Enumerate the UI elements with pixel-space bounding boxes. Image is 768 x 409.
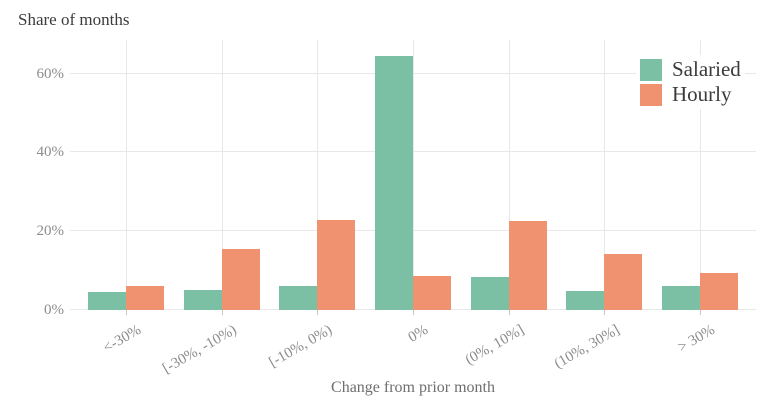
x-tick-label: 0% (405, 322, 431, 346)
x-tick-mark (125, 310, 127, 315)
x-tick-mark (412, 310, 414, 315)
x-tick-label: > 30% (675, 322, 719, 356)
category-band (557, 40, 653, 315)
bar-salaried-5 (566, 291, 605, 310)
bar-salaried-2 (279, 286, 318, 310)
gridline-vertical (317, 40, 319, 310)
bar-hourly-6 (700, 272, 739, 310)
category-band (365, 40, 461, 315)
category-band (269, 40, 365, 315)
category-band (78, 40, 174, 315)
x-tick-label: [-10%, 0%) (266, 322, 336, 371)
y-tick-label: 40% (36, 144, 65, 161)
legend-label-hourly: Hourly (672, 82, 732, 106)
legend-swatch-hourly (640, 83, 662, 106)
gridline-vertical (412, 40, 414, 310)
bar-salaried-1 (183, 290, 222, 310)
x-tick-mark (317, 310, 319, 315)
x-tick-label: (0%, 10%] (462, 322, 527, 369)
category-band (652, 40, 748, 315)
gridline-vertical (508, 40, 510, 310)
bar-hourly-3 (412, 275, 451, 310)
y-tick-label: 0% (44, 302, 64, 318)
bar-hourly-5 (604, 253, 643, 310)
legend-swatch-salaried (640, 58, 662, 81)
category-band (174, 40, 270, 315)
x-tick-mark (508, 310, 510, 315)
bar-salaried-4 (470, 276, 509, 310)
gridline-vertical (700, 40, 702, 310)
bar-hourly-4 (508, 220, 547, 310)
gridline-vertical (125, 40, 127, 310)
x-tick-mark (221, 310, 223, 315)
bar-salaried-6 (662, 286, 701, 310)
bar-salaried-3 (374, 55, 413, 310)
gridline-vertical (604, 40, 606, 310)
x-tick-mark (604, 310, 606, 315)
x-axis-title: Change from prior month (331, 379, 495, 396)
x-tick-label: <-30% (100, 322, 144, 357)
y-tick-label: 20% (36, 223, 65, 240)
plot-area: <-30% [-30%, -10%) [-10%, 0%) 0% (0%, 10%] (1… (70, 40, 756, 377)
gridline-vertical (221, 40, 223, 310)
bar-hourly-2 (317, 220, 356, 310)
bar-hourly-1 (221, 248, 260, 310)
legend-item-salaried: Salaried (640, 57, 741, 82)
category-band (461, 40, 557, 315)
x-tick-label: (10%, 30%] (551, 322, 623, 373)
chart-title: Share of months (18, 10, 130, 29)
legend: Salaried Hourly (636, 55, 745, 109)
legend-label-salaried: Salaried (672, 57, 741, 81)
x-tick-mark (700, 310, 702, 315)
legend-item-hourly: Hourly (640, 82, 741, 107)
y-tick-label: 60% (36, 65, 65, 82)
bar-salaried-0 (87, 292, 126, 310)
y-axis-tick-labels: 0% 20% 40% 60% (0, 40, 65, 318)
x-tick-label: [-30%, -10%) (160, 322, 240, 378)
bar-hourly-0 (125, 285, 164, 310)
